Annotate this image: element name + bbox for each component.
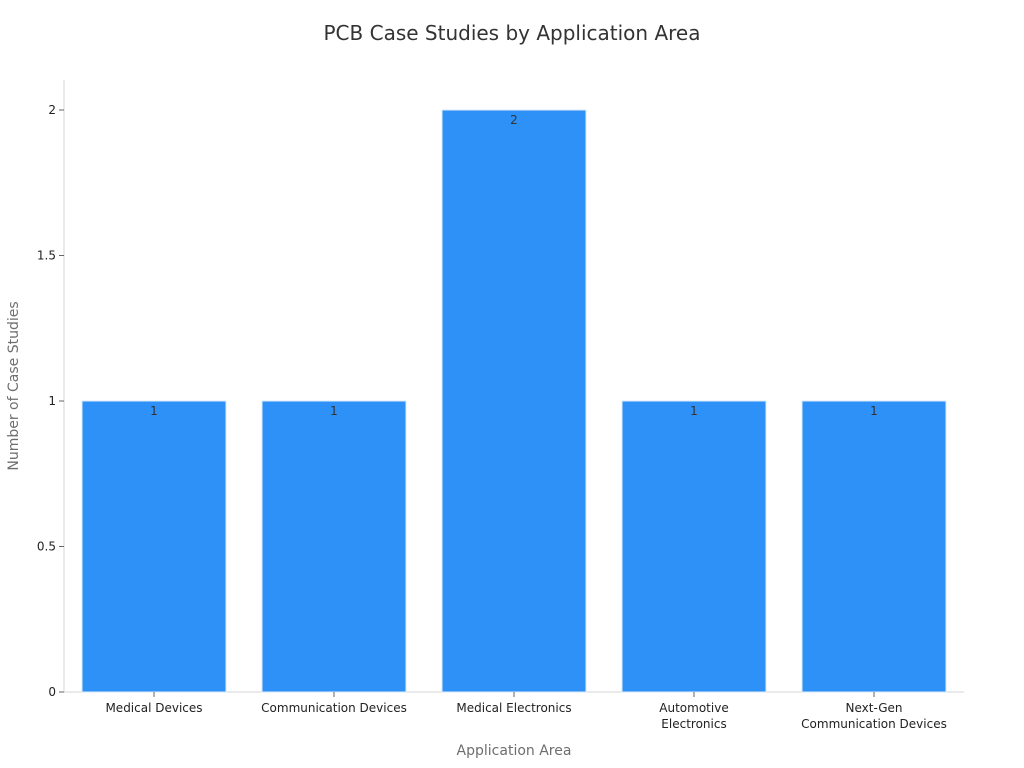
y-tick-label: 1.5 <box>37 249 56 263</box>
bars <box>81 109 947 693</box>
bar <box>261 400 407 693</box>
bar <box>81 400 227 693</box>
y-tick-label: 1 <box>48 394 56 408</box>
y-tick-label: 0.5 <box>37 540 56 554</box>
y-ticks: 0 0.5 1 1.5 2 <box>37 103 64 699</box>
x-ticks: Medical Devices Communication Devices Medi… <box>105 692 947 731</box>
bar-data-label: 1 <box>870 404 878 418</box>
bar <box>801 400 947 693</box>
x-tick-label: Next-Gen <box>845 701 902 715</box>
bar-data-label: 2 <box>510 113 518 127</box>
y-tick-label: 0 <box>48 685 56 699</box>
data-labels: 1 1 2 1 1 <box>150 113 878 418</box>
x-tick-label: Communication Devices <box>801 717 947 731</box>
x-tick-label: Medical Devices <box>105 701 202 715</box>
x-tick-label: Medical Electronics <box>456 701 571 715</box>
x-tick-label: Communication Devices <box>261 701 407 715</box>
x-tick-label: Automotive <box>659 701 728 715</box>
x-tick-label: Electronics <box>661 717 726 731</box>
y-axis-label: Number of Case Studies <box>6 301 22 470</box>
x-axis-label: Application Area <box>457 743 572 759</box>
bar <box>621 400 767 693</box>
y-tick-label: 2 <box>48 103 56 117</box>
chart-title: PCB Case Studies by Application Area <box>324 21 701 45</box>
bar <box>441 109 587 693</box>
bar-data-label: 1 <box>330 404 338 418</box>
bar-data-label: 1 <box>690 404 698 418</box>
bar-data-label: 1 <box>150 404 158 418</box>
